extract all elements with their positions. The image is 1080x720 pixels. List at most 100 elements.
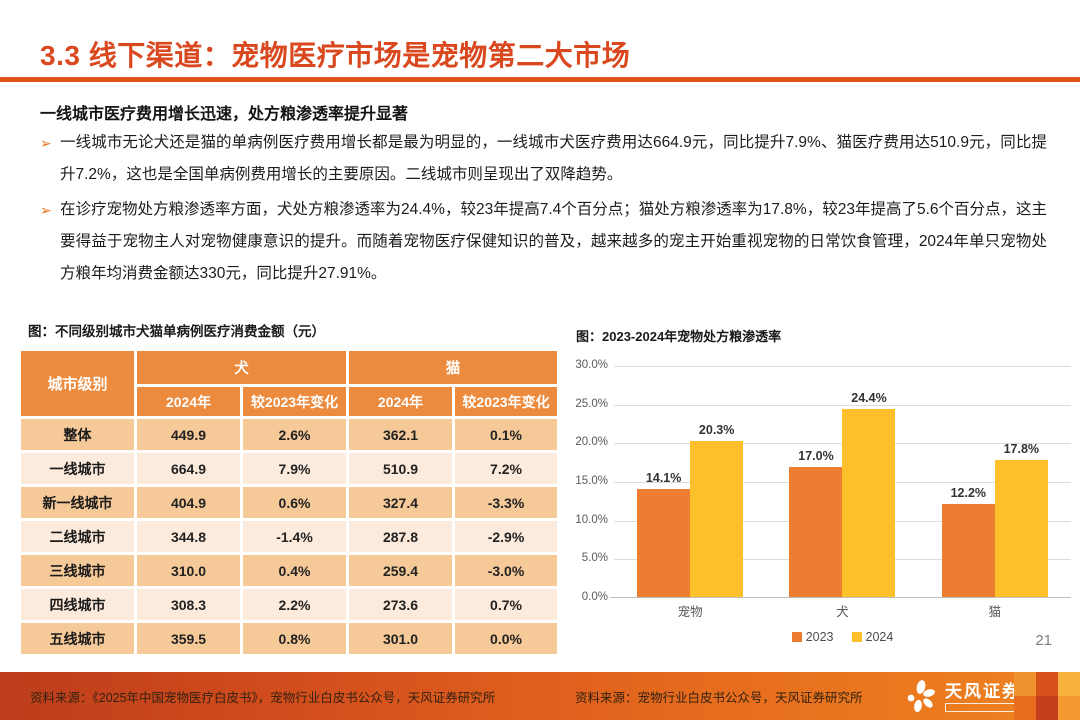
table-row: 整体 449.9 2.6% 362.1 0.1% [21,419,557,450]
city-medical-cost-table: 城市级别 犬 猫 2024年 较2023年变化 2024年 较2023年变化 整… [18,348,560,657]
y-tick: 15.0% [575,475,608,487]
bar [842,409,896,598]
bar-group-dog: 17.0% 24.4% [789,366,896,598]
cell: -3.3% [455,487,557,518]
table-row: 新一线城市 404.9 0.6% 327.4 -3.3% [21,487,557,518]
cell: 0.4% [243,555,346,586]
cell: -3.0% [455,555,557,586]
bar [637,488,691,598]
mosaic-square [1014,672,1036,696]
cell: 449.9 [137,419,240,450]
mosaic-square [1036,672,1058,696]
bar-group-cat: 12.2% 17.8% [941,366,1048,598]
cell: 273.6 [349,589,452,620]
table-row: 五线城市 359.5 0.8% 301.0 0.0% [21,623,557,654]
bar-2023-cat: 12.2% [941,366,995,598]
bar-value-label: 14.1% [645,470,682,485]
col-group-dog: 犬 [137,351,346,384]
mosaic-square [1036,696,1058,720]
cell: 7.9% [243,453,346,484]
bar-2023-dog: 17.0% [789,366,843,598]
bullet-item: ➢ 在诊疗宠物处方粮渗透率方面，犬处方粮渗透率为24.4%，较23年提高7.4个… [40,194,1047,290]
flower-logo-icon [907,680,935,713]
cell: 0.1% [455,419,557,450]
col-header-city-level: 城市级别 [21,351,134,416]
plot-area: 14.1% 20.3% 17.0% 24.4% 12.2% 17.8% [610,366,1071,598]
bullet-list: ➢ 一线城市无论犬还是猫的单病例医疗费用增长都是最为明显的，一线城市犬医疗费用达… [40,127,1047,293]
bar-value-label: 20.3% [698,423,735,438]
row-label: 五线城市 [21,623,134,654]
row-label: 一线城市 [21,453,134,484]
brand-text: 天风证券 [945,681,1021,712]
table-row: 一线城市 664.9 7.9% 510.9 7.2% [21,453,557,484]
source-note-left: 资料来源：《2025年中国宠物医疗白皮书》，宠物行业白皮书公众号，天风证券研究所 [30,690,496,705]
col-header-cat-change: 较2023年变化 [455,387,557,416]
chart-legend: 2023 2024 [614,630,1071,644]
cell: 2.2% [243,589,346,620]
bar-2024-cat: 17.8% [994,366,1048,598]
row-label: 三线城市 [21,555,134,586]
cell: 0.0% [455,623,557,654]
footer-bar: 资料来源：《2025年中国宠物医疗白皮书》，宠物行业白皮书公众号，天风证券研究所… [0,672,1080,720]
legend-swatch-2023 [791,632,802,642]
penetration-bar-chart: 30.0% 25.0% 20.0% 15.0% 10.0% 5.0% 0.0% … [570,352,1075,644]
brand-logo: 天风证券 [903,679,1021,715]
bar [994,460,1048,598]
y-tick: 5.0% [581,552,608,565]
y-tick: 10.0% [575,513,608,526]
gridline [614,404,1071,406]
legend-item-2024: 2024 [851,630,893,644]
brand-name: 天风证券 [945,681,1021,701]
cell: -1.4% [243,521,346,552]
bullet-text: 一线城市无论犬还是猫的单病例医疗费用增长都是最为明显的，一线城市犬医疗费用达66… [60,134,1047,183]
cell: 327.4 [349,487,452,518]
cell: 7.2% [455,453,557,484]
table-row: 三线城市 310.0 0.4% 259.4 -3.0% [21,555,557,586]
bar-value-label: 24.4% [851,391,887,406]
cell: 2.6% [243,419,346,450]
col-header-dog-change: 较2023年变化 [243,387,346,416]
footer-mosaic [1014,672,1080,720]
x-label-cat: 猫 [988,605,1002,619]
row-label: 新一线城市 [21,487,134,518]
col-group-cat: 猫 [349,351,557,384]
mosaic-square [1014,696,1036,720]
cell: 310.0 [137,555,240,586]
bar-groups: 14.1% 20.3% 17.0% 24.4% 12.2% 17.8% [614,366,1071,598]
x-axis-labels: 宠物 犬 猫 [614,601,1071,620]
bullet-item: ➢ 一线城市无论犬还是猫的单病例医疗费用增长都是最为明显的，一线城市犬医疗费用达… [40,127,1047,191]
cell: 344.8 [137,521,240,552]
x-label-dog: 犬 [836,605,849,619]
arrow-bullet-icon: ➢ [40,202,52,218]
legend-item-2023: 2023 [791,630,834,644]
bar-group-pet: 14.1% 20.3% [637,366,744,598]
arrow-bullet-icon: ➢ [40,135,52,151]
cell: 510.9 [349,453,452,484]
cell: 0.8% [243,623,346,654]
cell: 0.6% [243,487,346,518]
cell: 259.4 [349,555,452,586]
cell: 359.5 [137,623,240,654]
bar [690,441,744,598]
bar [789,466,843,598]
legend-swatch-2024 [851,632,862,642]
mosaic-square [1058,672,1080,696]
cell: 287.8 [349,521,452,552]
bar-value-label: 17.8% [1003,442,1040,457]
y-tick: 0.0% [581,591,608,603]
cell: 0.7% [455,589,557,620]
table-caption: 图：不同级别城市犬猫单病例医疗消费金额（元） [28,324,325,339]
bar-2024-dog: 24.4% [842,366,896,598]
source-note-right: 资料来源：宠物行业白皮书公众号，天风证券研究所 [575,690,863,705]
y-tick: 25.0% [575,397,608,410]
cell: 308.3 [137,589,240,620]
chart-caption: 图：2023-2024年宠物处方粮渗透率 [576,329,782,344]
bar-value-label: 12.2% [950,485,987,500]
y-tick: 20.0% [575,436,608,449]
cell: 664.9 [137,453,240,484]
section-subtitle: 一线城市医疗费用增长迅速，处方粮渗透率提升显著 [40,106,409,123]
brand-tagline-box [945,702,1019,712]
cell: -2.9% [455,521,557,552]
cell: 362.1 [349,419,452,450]
